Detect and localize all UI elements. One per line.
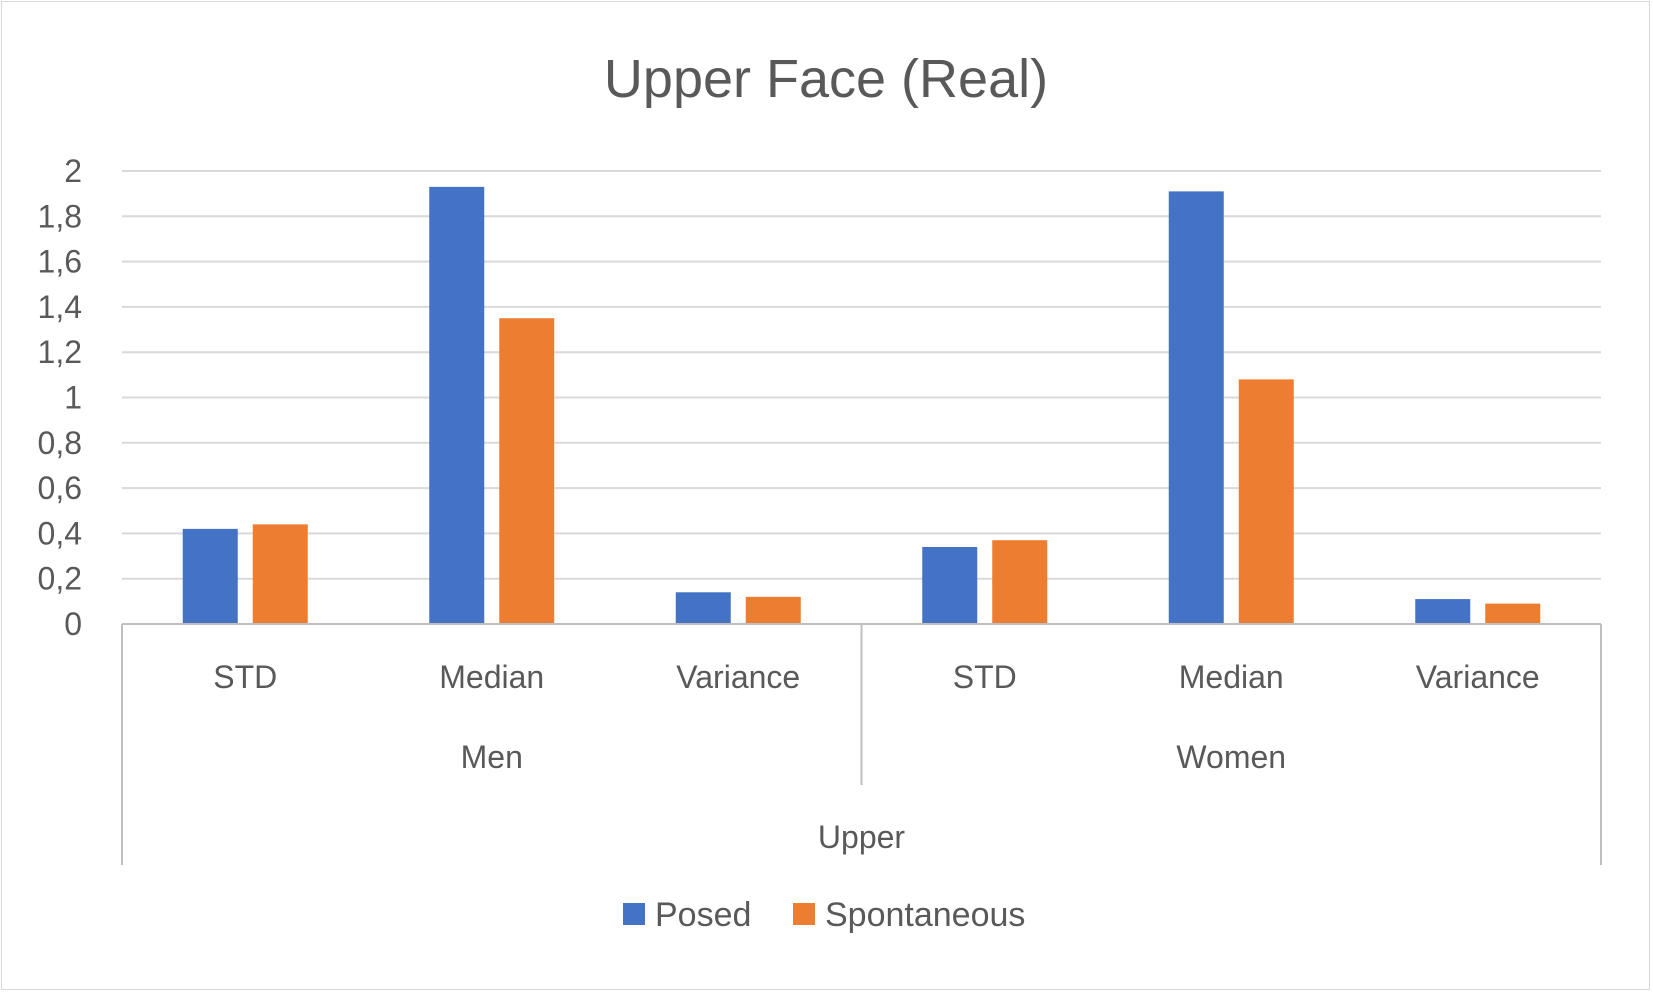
y-tick-label: 0,2 <box>38 561 82 597</box>
y-tick-label: 1 <box>64 380 82 416</box>
bar-spontaneous <box>1485 603 1541 624</box>
y-axis-ticks: 0 0,2 0,4 0,6 0,8 1 1,2 1,4 1,6 1,8 2 <box>38 153 82 642</box>
group-label: Women <box>1176 739 1286 775</box>
y-tick-label: 1,4 <box>38 289 82 325</box>
x-tick-label: STD <box>213 659 277 695</box>
bar-spontaneous <box>1238 379 1294 624</box>
group-label: Men <box>461 739 523 775</box>
chart-title: Upper Face (Real) <box>604 49 1048 109</box>
legend-swatch <box>623 903 645 925</box>
gridlines <box>122 170 1601 580</box>
y-tick-label: 1,2 <box>38 334 82 370</box>
y-tick-label: 0,4 <box>38 515 82 551</box>
super-group-label: Upper <box>818 819 906 855</box>
x-axis <box>121 623 1602 865</box>
bar-spontaneous <box>992 540 1048 624</box>
legend-label: Posed <box>655 896 751 934</box>
x-tick-label: Variance <box>1416 659 1540 695</box>
legend-swatch <box>793 903 815 925</box>
bar-posed <box>1168 191 1224 624</box>
y-tick-label: 0,6 <box>38 470 82 506</box>
legend: Posed Spontaneous <box>623 896 1025 934</box>
legend-label: Spontaneous <box>825 896 1025 934</box>
y-tick-label: 1,6 <box>38 244 82 280</box>
y-tick-label: 2 <box>64 153 82 189</box>
x-tick-label: Median <box>439 659 544 695</box>
y-tick-label: 0,8 <box>38 425 82 461</box>
bar-spontaneous <box>499 318 555 624</box>
y-tick-label: 0 <box>64 606 82 642</box>
bar-spontaneous <box>745 596 801 624</box>
bar-spontaneous <box>252 524 308 624</box>
y-tick-label: 1,8 <box>38 198 82 234</box>
x-tick-label: Variance <box>676 659 800 695</box>
x-tick-label: Median <box>1179 659 1284 695</box>
x-axis-labels: STD Median Variance STD Median Variance Men Wom… <box>213 659 1539 855</box>
bars <box>182 186 1541 625</box>
bar-posed <box>1415 599 1471 624</box>
bar-posed <box>675 592 731 624</box>
bar-posed <box>429 186 485 625</box>
bar-posed <box>922 546 978 624</box>
bar-posed <box>182 528 238 624</box>
x-tick-label: STD <box>953 659 1017 695</box>
